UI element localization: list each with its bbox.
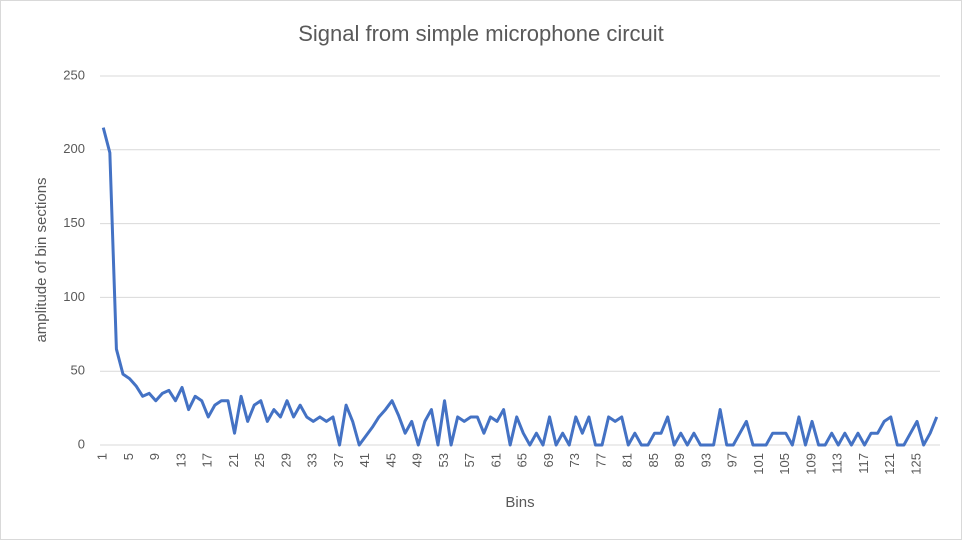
x-tick-label: 53 [436,453,451,467]
x-tick-label: 121 [882,453,897,475]
x-tick-label: 101 [751,453,766,475]
y-tick-label: 0 [78,436,85,451]
x-tick-label: 29 [278,453,293,467]
x-tick-label: 117 [856,453,871,474]
x-tick-label: 65 [515,453,530,467]
x-tick-label: 21 [226,453,241,467]
x-tick-label: 109 [803,453,818,475]
x-tick-label: 1 [95,453,110,460]
y-tick-label: 50 [71,363,85,378]
x-tick-label: 69 [541,453,556,467]
x-tick-label: 49 [410,453,425,467]
x-tick-label: 33 [305,453,320,467]
x-axis-title: Bins [505,494,534,511]
y-tick-label: 200 [63,141,85,156]
x-tick-label: 97 [725,453,740,467]
x-tick-label: 57 [462,453,477,467]
x-tick-label: 13 [173,453,188,467]
y-axis-title: amplitude of bin sections [33,177,50,342]
x-tick-label: 73 [567,453,582,467]
x-tick-label: 113 [830,453,845,474]
x-tick-label: 61 [488,453,503,467]
x-tick-label: 77 [593,453,608,467]
x-tick-label: 17 [200,453,215,467]
x-tick-label: 9 [147,453,162,460]
data-line [101,127,939,447]
x-tick-label: 45 [383,453,398,467]
x-tick-label: 41 [357,453,372,467]
x-tick-label: 85 [646,453,661,467]
x-tick-label: 37 [331,453,346,467]
x-tick-label: 93 [698,453,713,467]
x-tick-label: 5 [121,453,136,460]
chart-title: Signal from simple microphone circuit [298,21,664,46]
x-tick-label: 89 [672,453,687,467]
x-tick-label: 125 [908,453,923,475]
y-tick-label: 250 [63,67,85,82]
y-tick-label: 100 [63,289,85,304]
x-tick-label: 105 [777,453,792,475]
y-tick-label: 150 [63,215,85,230]
x-tick-label: 81 [620,453,635,467]
x-tick-label: 25 [252,453,267,467]
